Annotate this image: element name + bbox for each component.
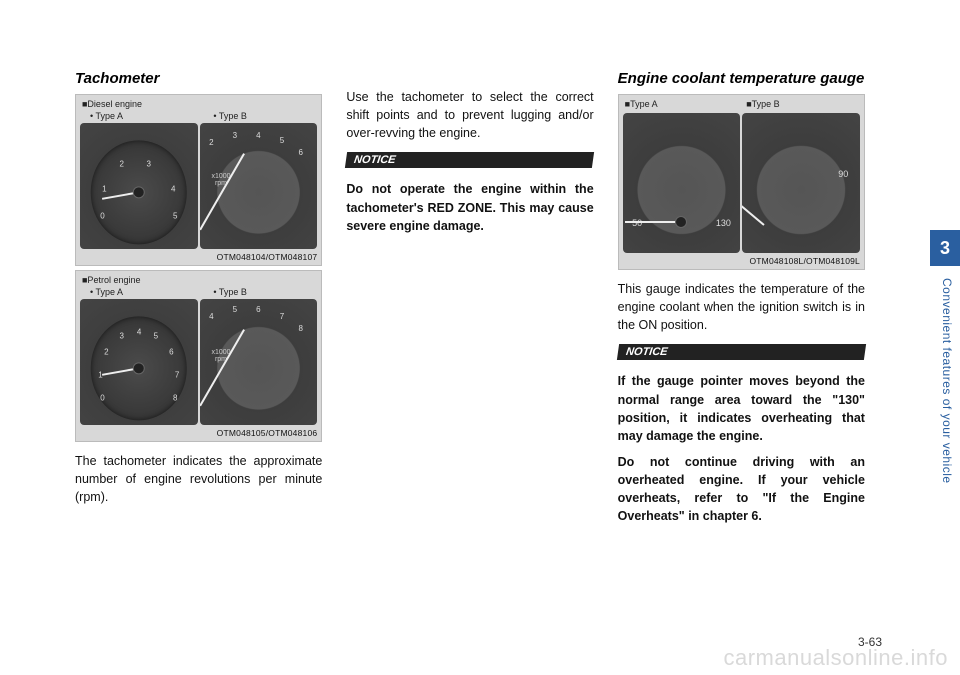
column-1: Tachometer ■Diesel engine • Type A • Typ… <box>75 70 322 635</box>
tick: 2 <box>120 159 124 168</box>
column-3: Engine coolant temperature gauge ■Type A… <box>618 70 865 635</box>
tick: 5 <box>233 305 237 314</box>
tick: 2 <box>209 138 213 147</box>
diesel-fig-code: OTM048104/OTM048107 <box>217 252 318 262</box>
tick: 6 <box>169 348 173 357</box>
tick: 2 <box>104 348 108 357</box>
diesel-label: ■Diesel engine <box>82 99 142 110</box>
tick: 3 <box>147 159 151 168</box>
tachometer-body: The tachometer indicates the approximate… <box>75 452 322 506</box>
petrol-type-a-label: • Type A <box>90 287 123 297</box>
coolant-fig-code: OTM048108L/OTM048109L <box>749 256 860 266</box>
coolant-heading: Engine coolant temperature gauge <box>618 70 865 88</box>
petrol-gauge-type-b: 4 5 6 7 8 x1000 rpm <box>200 299 318 425</box>
petrol-label: ■Petrol engine <box>82 275 140 286</box>
tachometer-heading: Tachometer <box>75 70 322 88</box>
temp-tick: 90 <box>838 169 848 179</box>
tick: 0 <box>100 211 104 220</box>
tick: 8 <box>299 324 303 333</box>
coolant-type-b-label: ■Type B <box>746 99 779 110</box>
coolant-notice-2: Do not continue driving with an overheat… <box>618 453 865 526</box>
watermark: carmanualsonline.info <box>723 645 948 671</box>
petrol-gauge-type-a: 0 1 2 3 4 5 6 7 8 <box>80 299 198 425</box>
tick: 5 <box>154 331 158 340</box>
tick: 7 <box>175 370 179 379</box>
coolant-body: This gauge indicates the temperature of … <box>618 280 865 334</box>
chapter-tab: 3 <box>930 230 960 266</box>
tach-notice-body: Do not operate the engine within the tac… <box>346 180 593 234</box>
tick: 8 <box>173 393 177 402</box>
diesel-type-b-label: • Type B <box>213 111 247 121</box>
tick: 1 <box>102 184 106 193</box>
coolant-notice-1: If the gauge pointer moves beyond the no… <box>618 372 865 445</box>
tick: 4 <box>209 312 213 321</box>
column-2: Use the tachometer to select the correct… <box>346 70 593 635</box>
temp-tick: 130 <box>716 218 731 228</box>
diesel-type-a-label: • Type A <box>90 111 123 121</box>
tick: 5 <box>280 136 284 145</box>
side-chapter-label: Convenient features of your vehicle <box>934 278 954 558</box>
notice-badge: NOTICE <box>345 152 595 168</box>
petrol-fig-code: OTM048105/OTM048106 <box>217 428 318 438</box>
tick: 4 <box>171 184 175 193</box>
tachometer-diesel-figure: ■Diesel engine • Type A • Type B 0 1 2 3… <box>75 94 322 266</box>
coolant-gauge-type-a: 50 130 <box>623 113 741 253</box>
coolant-gauge-type-b: 90 <box>742 113 860 253</box>
diesel-gauge-type-b: 2 3 4 5 6 x1000 rpm <box>200 123 318 249</box>
coolant-type-a-label: ■Type A <box>625 99 658 110</box>
tach-usage-text: Use the tachometer to select the correct… <box>346 88 593 142</box>
petrol-type-b-label: • Type B <box>213 287 247 297</box>
diesel-gauge-type-a: 0 1 2 3 4 5 <box>80 123 198 249</box>
tick: 7 <box>280 312 284 321</box>
tick: 5 <box>173 211 177 220</box>
tick: 4 <box>137 327 141 336</box>
tick: 6 <box>256 305 260 314</box>
tick: 3 <box>233 131 237 140</box>
page-content: Tachometer ■Diesel engine • Type A • Typ… <box>75 70 865 635</box>
tick: 3 <box>120 331 124 340</box>
tick: 0 <box>100 393 104 402</box>
tick: 6 <box>299 148 303 157</box>
coolant-figure: ■Type A ■Type B 50 130 90 OTM048108L/OTM… <box>618 94 865 270</box>
tick: 4 <box>256 131 260 140</box>
notice-badge-coolant: NOTICE <box>617 344 867 360</box>
tachometer-petrol-figure: ■Petrol engine • Type A • Type B 0 1 2 3… <box>75 270 322 442</box>
